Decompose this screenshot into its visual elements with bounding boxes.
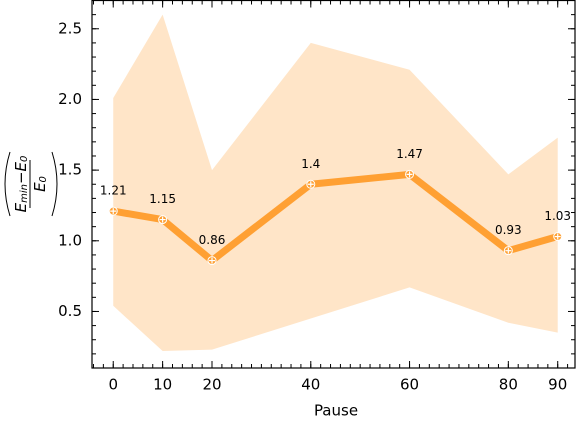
marker-cross	[110, 208, 117, 215]
marker-cross	[307, 181, 314, 188]
marker-cross	[209, 257, 216, 264]
y-tick-label: 2.5	[58, 19, 82, 37]
marker-cross	[159, 216, 166, 223]
marker-cross	[554, 233, 561, 240]
x-tick-label: 40	[301, 376, 320, 394]
marker-cross	[505, 247, 512, 254]
y-label-part: 0	[38, 176, 49, 182]
y-label-part: −E	[12, 161, 30, 184]
y-tick-label: 0.5	[58, 302, 82, 320]
x-tick-label: 10	[153, 376, 172, 394]
value-label: 1.03	[544, 209, 571, 223]
x-tick-label: 0	[108, 376, 118, 394]
y-tick-label: 2.0	[58, 90, 82, 108]
y-label-part: min	[19, 184, 30, 203]
value-label: 1.15	[149, 192, 176, 206]
y-tick-label: 1.0	[58, 231, 82, 249]
value-label: 1.47	[396, 147, 423, 161]
value-label: 0.86	[199, 233, 226, 247]
y-label-part: E	[12, 202, 30, 212]
x-tick-label: 20	[202, 376, 221, 394]
value-label: 0.93	[495, 223, 522, 237]
y-label-part: E	[31, 182, 49, 192]
x-tick-label: 60	[400, 376, 419, 394]
x-axis-label: Pause	[314, 402, 358, 420]
x-tick-label: 90	[548, 376, 567, 394]
value-label: 1.4	[301, 157, 320, 171]
paren	[4, 151, 11, 217]
y-label-denominator: E0	[31, 176, 50, 192]
y-label-part: 0	[19, 156, 30, 162]
y-label-numerator: Emin−E0	[12, 156, 31, 213]
paren	[51, 151, 58, 217]
x-tick-label: 80	[499, 376, 518, 394]
marker-cross	[406, 171, 413, 178]
y-tick-label: 1.5	[58, 161, 82, 179]
value-label: 1.21	[100, 184, 127, 198]
